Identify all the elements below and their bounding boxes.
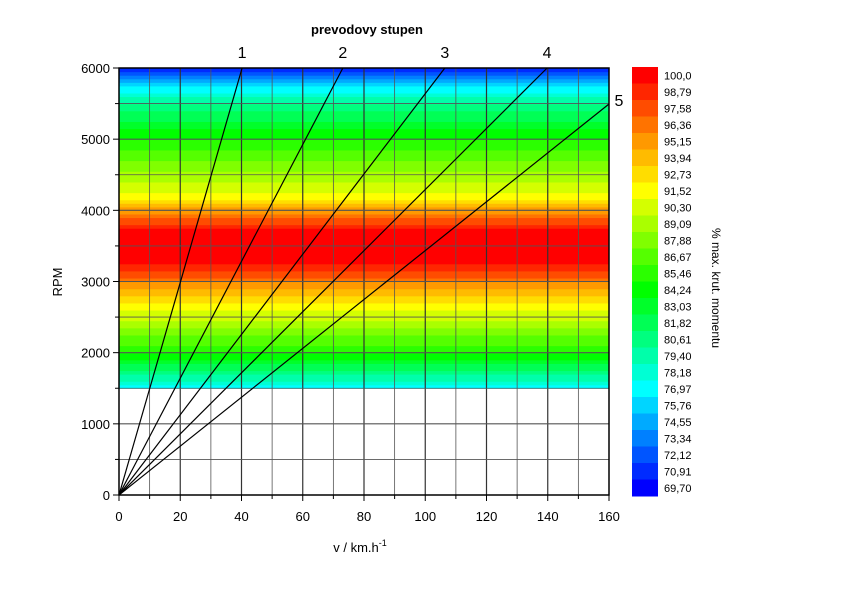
colorbar-band: [632, 463, 658, 480]
colorbar-tick-label: 83,03: [664, 301, 692, 313]
y-tick-label: 3000: [81, 275, 110, 290]
colorbar-band: [632, 281, 658, 299]
colorbar-tick-label: 73,34: [664, 433, 692, 445]
colorbar-band: [632, 413, 658, 431]
colorbar-tick-label: 93,94: [664, 153, 692, 165]
gear-line-5: [118, 103, 610, 496]
y-tick-label: 2000: [81, 346, 110, 361]
colorbar-band: [632, 215, 658, 233]
colorbar: 100,0 98,79 97,58 96,36 95,15 93,94 92,73 91,52…: [632, 67, 692, 497]
x-tick-label: 60: [296, 509, 310, 524]
colorbar-label: % max. krut. momentu: [709, 228, 723, 348]
colorbar-band: [632, 67, 658, 84]
colorbar-tick-label: 72,12: [664, 450, 692, 462]
colorbar-band: [632, 149, 658, 167]
colorbar-tick-label: 75,76: [664, 400, 692, 412]
chart-title: prevodovy stupen: [311, 22, 423, 37]
gear-label-2: 2: [338, 45, 347, 62]
gear-line-4: [118, 67, 548, 496]
axes: 0 20 40 60 80 100 120 140 160 0 1000 2000 3000 4000 50…: [81, 61, 620, 524]
x-tick-label: 140: [537, 509, 559, 524]
colorbar-tick-label: 90,30: [664, 202, 692, 214]
colorbar-band: [632, 83, 658, 101]
y-tick-label: 5000: [81, 132, 110, 147]
gear-label-5: 5: [615, 93, 624, 110]
grid: [119, 68, 609, 495]
colorbar-band: [632, 331, 658, 348]
colorbar-band: [632, 446, 658, 464]
colorbar-band: [632, 380, 658, 398]
colorbar-tick-label: 98,79: [664, 87, 692, 99]
colorbar-tick-label: 86,67: [664, 252, 692, 264]
colorbar-band: [632, 347, 658, 365]
colorbar-tick-label: 70,91: [664, 466, 692, 478]
colorbar-band: [632, 265, 658, 282]
colorbar-band: [632, 314, 658, 332]
colorbar-tick-label: 97,58: [664, 103, 692, 115]
colorbar-tick-label: 91,52: [664, 186, 692, 198]
colorbar-tick-label: 100,0: [664, 70, 692, 82]
colorbar-band: [632, 479, 658, 497]
colorbar-tick-label: 76,97: [664, 384, 692, 396]
colorbar-band: [632, 166, 658, 183]
gear-line-2: [118, 67, 344, 496]
y-tick-label: 6000: [81, 61, 110, 76]
colorbar-tick-label: 95,15: [664, 136, 692, 148]
colorbar-tick-label: 96,36: [664, 120, 692, 132]
colorbar-band: [632, 364, 658, 381]
colorbar-tick-label: 85,46: [664, 268, 692, 280]
gear-label-4: 4: [543, 45, 552, 62]
x-tick-label: 40: [234, 509, 248, 524]
y-tick-label: 4000: [81, 203, 110, 218]
x-tick-label: 0: [115, 509, 122, 524]
colorbar-band: [632, 232, 658, 249]
colorbar-band: [632, 248, 658, 266]
colorbar-tick-label: 74,55: [664, 417, 692, 429]
colorbar-band: [632, 133, 658, 150]
x-axis-label-text: v / km.h: [333, 540, 379, 555]
x-tick-label: 80: [357, 509, 371, 524]
colorbar-tick-label: 79,40: [664, 351, 692, 363]
gear-line-1: [118, 67, 243, 496]
gear-lines: 1 2 3 4 5: [118, 45, 624, 496]
colorbar-band: [632, 397, 658, 414]
gear-label-1: 1: [238, 45, 247, 62]
colorbar-band: [632, 100, 658, 117]
colorbar-tick-label: 89,09: [664, 219, 692, 231]
colorbar-tick-label: 80,61: [664, 334, 692, 346]
colorbar-tick-label: 78,18: [664, 367, 692, 379]
colorbar-band: [632, 182, 658, 200]
y-tick-label: 1000: [81, 417, 110, 432]
colorbar-tick-label: 87,88: [664, 235, 692, 247]
colorbar-band: [632, 430, 658, 447]
colorbar-tick-label: 84,24: [664, 285, 692, 297]
colorbar-tick-label: 69,70: [664, 483, 692, 495]
x-tick-label: 20: [173, 509, 187, 524]
colorbar-band: [632, 116, 658, 134]
gear-line-3: [118, 67, 446, 496]
x-tick-label: 120: [476, 509, 498, 524]
gear-label-3: 3: [440, 45, 449, 62]
x-tick-label: 160: [598, 509, 620, 524]
x-axis-label-superscript: -1: [379, 538, 387, 548]
colorbar-band: [632, 298, 658, 315]
y-axis-label: RPM: [50, 268, 65, 297]
colorbar-tick-label: 92,73: [664, 169, 692, 181]
colorbar-tick-label: 81,82: [664, 318, 692, 330]
colorbar-band: [632, 199, 658, 216]
x-axis-label: v / km.h-1: [333, 538, 387, 555]
y-tick-label: 0: [103, 488, 110, 503]
x-tick-label: 100: [414, 509, 436, 524]
